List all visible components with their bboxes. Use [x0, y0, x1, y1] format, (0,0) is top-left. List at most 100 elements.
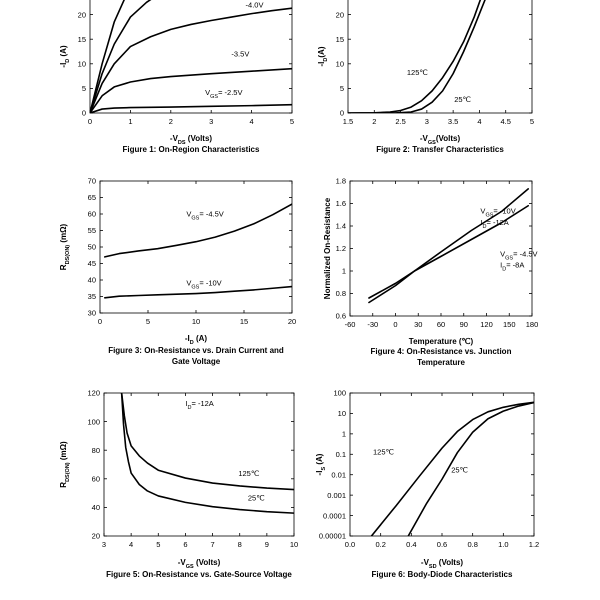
- annotation-label: VGS= -2.5V: [205, 88, 242, 100]
- series-1-line: [90, 0, 152, 113]
- figure-caption: Figure 6: Body-Diode Characteristics: [372, 570, 513, 579]
- x-axis-label-main: -I: [185, 334, 190, 343]
- y-tick-label: 30: [88, 309, 96, 318]
- annotation-label-sub: D: [483, 224, 487, 230]
- x-tick-label: 8: [238, 540, 242, 549]
- annotation-label: VGS= -4.5V: [186, 210, 223, 222]
- figure-caption: Figure 2: Transfer Characteristics: [376, 145, 504, 154]
- annotation-label: 125℃: [373, 447, 395, 456]
- x-tick-label: 7: [210, 540, 214, 549]
- annotation-label: ID= -12A: [480, 218, 508, 230]
- x-axis-label-sub: D: [190, 340, 194, 346]
- annotation-label-sub: GS: [191, 216, 199, 222]
- annotation-label: ID= -12A: [185, 399, 213, 411]
- x-axis-label-main: -V: [170, 134, 179, 143]
- x-tick-label: 4.5: [500, 117, 510, 126]
- x-axis-label: -ID (A): [185, 334, 208, 346]
- y-tick-label: 120: [87, 389, 100, 398]
- annotation-label-main: 125: [373, 447, 386, 456]
- y-tick-label: 45: [88, 259, 96, 268]
- y-tick-label: 60: [88, 210, 96, 219]
- x-axis-label-tail: (Volts): [194, 558, 221, 567]
- plot-frame: [103, 392, 295, 537]
- annotation-label: -3.5V: [231, 49, 249, 58]
- figure-caption-line2: Temperature: [417, 358, 465, 367]
- y-tick-label: 50: [88, 243, 96, 252]
- y-tick-label: 60: [92, 475, 100, 484]
- figure-caption: Figure 4: On-Resistance vs. Junction: [371, 347, 512, 356]
- annotation-label: VGS= -4.5V: [500, 249, 537, 261]
- x-tick-label: 1.5: [343, 117, 353, 126]
- y-tick-label: 100: [87, 417, 100, 426]
- x-tick-label: 5: [156, 540, 160, 549]
- y-axis-label-sub: D: [65, 59, 71, 63]
- figure-caption: Figure 5: On-Resistance vs. Gate-Source …: [106, 570, 292, 579]
- plot-frame: [349, 392, 535, 537]
- y-axis-label-tail: (mΩ): [59, 223, 68, 244]
- x-tick-label: 4: [129, 540, 133, 549]
- x-tick-label: 1.2: [529, 540, 539, 549]
- annotation-label-main: -4.0V: [246, 1, 264, 10]
- y-axis-label-sub: S: [321, 467, 327, 471]
- annotation-label-tail: = -10V: [493, 207, 515, 216]
- y-tick-label: 20: [92, 532, 100, 541]
- annotation-label-main: V: [205, 88, 210, 97]
- y-tick-label: 20: [336, 10, 344, 19]
- x-tick-label: 120: [480, 320, 493, 329]
- y-axis-label-tail: (mΩ): [59, 441, 68, 462]
- x-axis-label-main: -V: [178, 558, 187, 567]
- x-tick-label: 10: [192, 317, 200, 326]
- annotation-label-main: I: [480, 218, 482, 227]
- annotation-label-main: V: [480, 207, 485, 216]
- x-tick-label: 0.0: [345, 540, 355, 549]
- y-tick-label: 70: [88, 177, 96, 186]
- y-tick-label: 40: [88, 276, 96, 285]
- annotation-label-sub: D: [502, 267, 506, 273]
- x-tick-label: 5: [146, 317, 150, 326]
- y-tick-label: 1.8: [336, 177, 346, 186]
- x-tick-label: 4: [250, 117, 254, 126]
- chart-fig4: -60 -30 0 30 60 90 120 150 180 0.6 0.8 1 1.2 1.4 1.6 1.…: [323, 177, 538, 367]
- x-axis-label: -VGS(Volts): [420, 134, 461, 146]
- series-0-line: [368, 188, 530, 304]
- x-tick-label: 9: [265, 540, 269, 549]
- x-tick-label: 6: [183, 540, 187, 549]
- x-axis-label-tail: (Volts): [186, 134, 213, 143]
- y-tick-label: 10: [336, 60, 344, 69]
- x-tick-label: 3: [102, 540, 106, 549]
- annotation-label-main: I: [500, 261, 502, 270]
- annotation-label-tail: ℃: [419, 68, 428, 77]
- annotation-label-sub: GS: [210, 94, 218, 100]
- y-tick-label: 15: [78, 35, 86, 44]
- y-tick-label: 1.6: [336, 199, 346, 208]
- y-tick-label: 0.6: [336, 312, 346, 321]
- x-tick-label: 2: [372, 117, 376, 126]
- y-tick-label: 65: [88, 193, 96, 202]
- x-axis-label: -VDS (Volts): [170, 134, 212, 146]
- annotation-label-tail: ℃: [386, 447, 395, 456]
- y-tick-label: 0.00001: [319, 532, 346, 541]
- y-tick-label: 10: [338, 409, 346, 418]
- y-tick-label: 10: [78, 60, 86, 69]
- y-axis-label: -ID (A): [59, 45, 71, 68]
- x-tick-label: 5: [530, 117, 534, 126]
- plot-frame: [89, 0, 293, 114]
- annotation-label-main: 25: [454, 95, 462, 104]
- annotation-label: VGS= -10V: [480, 207, 515, 219]
- annotation-label-main: 125: [238, 469, 251, 478]
- series-2-line: [90, 7, 292, 113]
- annotation-label: 25℃: [451, 466, 468, 475]
- annotation-label-main: 25: [451, 466, 459, 475]
- y-axis-label-main: Normalized On-Resistance: [323, 197, 332, 299]
- figure-caption: Figure 3: On-Resistance vs. Drain Curren…: [108, 346, 284, 355]
- annotation-label-tail: = -10V: [199, 278, 221, 287]
- y-axis-label: RDS(ON) (mΩ): [59, 223, 71, 270]
- x-tick-label: 90: [460, 320, 468, 329]
- series-3-line: [90, 67, 292, 113]
- y-axis-label-main: R: [59, 482, 68, 488]
- x-axis-label: Temperature (℃): [409, 337, 474, 346]
- series-1-line: [368, 204, 530, 299]
- chart-fig2: 1.5 2 2.5 3 3.5 4 4.5 505101520125℃25℃-VGS(Volt…: [317, 0, 534, 154]
